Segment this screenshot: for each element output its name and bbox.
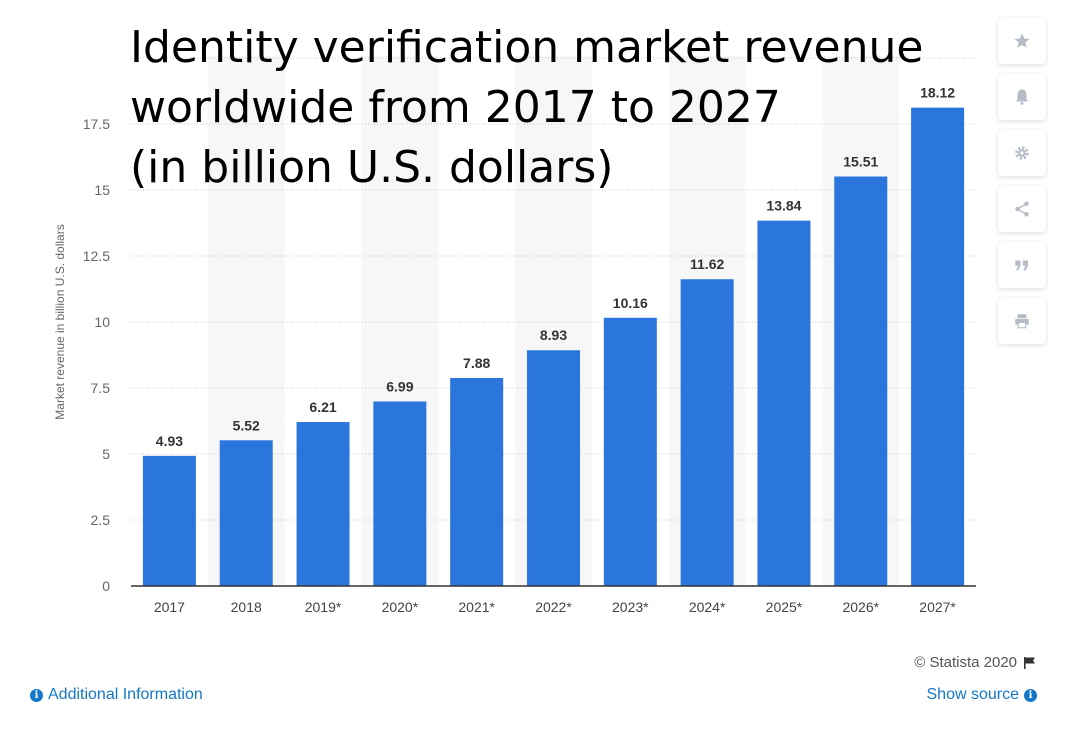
bar [603, 317, 657, 586]
x-tick-label: 2026* [842, 599, 879, 615]
bar-value-label: 18.12 [920, 85, 955, 101]
chart-title: Identity verification market revenue wor… [130, 22, 924, 193]
bar [911, 107, 965, 586]
share-icon [1015, 201, 1029, 217]
show-source-label: Show source [926, 686, 1020, 703]
bar [219, 440, 273, 586]
y-axis-label: Market revenue in billion U.S. dollars [53, 224, 67, 419]
bar-value-label: 7.88 [463, 355, 490, 371]
y-tick-label: 5 [102, 446, 110, 462]
x-tick-label: 2023* [612, 599, 649, 615]
x-tick-label: 2017 [154, 599, 185, 615]
bar [373, 401, 427, 586]
copyright: © Statista 2020 [914, 654, 1037, 671]
bar-value-label: 6.21 [309, 399, 336, 415]
x-tick-label: 2022* [535, 599, 572, 615]
bar-value-label: 5.52 [233, 417, 260, 433]
flag-icon[interactable] [1023, 656, 1037, 670]
x-tick-label: 2025* [766, 599, 803, 615]
bar-value-label: 6.99 [386, 378, 413, 394]
notification-button[interactable] [998, 74, 1046, 120]
y-tick-label: 17.5 [83, 116, 110, 132]
bar [757, 220, 811, 586]
show-source-link[interactable]: Show source i [926, 686, 1037, 704]
info-icon: i [1024, 688, 1037, 702]
bar [834, 176, 888, 586]
y-tick-label: 0 [102, 578, 110, 594]
gear-icon [1015, 146, 1029, 160]
bar-value-label: 8.93 [540, 327, 567, 343]
y-tick-label: 10 [94, 314, 110, 330]
bar-value-label: 13.84 [766, 198, 801, 214]
y-axis-ticks: 0 2.5 5 7.5 10 12.5 15 17.5 [83, 116, 110, 594]
quote-icon [1015, 260, 1028, 271]
cite-button[interactable] [998, 242, 1046, 288]
bell-icon [1016, 89, 1028, 105]
bar [526, 350, 581, 586]
y-tick-label: 12.5 [83, 248, 110, 264]
y-tick-label: 15 [94, 182, 110, 198]
x-tick-label: 2019* [305, 599, 342, 615]
x-tick-label: 2020* [382, 599, 419, 615]
bar-value-label: 4.93 [156, 433, 183, 449]
copyright-text: © Statista 2020 [914, 654, 1017, 671]
x-axis-ticks: 2017 2018 2019* 2020* 2021* 2022* 2023* 2024* 20… [154, 599, 957, 615]
settings-button[interactable] [998, 130, 1046, 176]
bars [142, 107, 965, 586]
side-toolbar [998, 18, 1048, 354]
y-tick-label: 2.5 [91, 512, 111, 528]
bar-value-label: 10.16 [613, 295, 648, 311]
additional-info-link[interactable]: i Additional Information [30, 686, 203, 704]
info-icon: i [30, 688, 43, 702]
bar-value-label: 15.51 [843, 154, 878, 170]
star-icon [1014, 33, 1030, 48]
x-tick-label: 2027* [919, 599, 956, 615]
y-tick-label: 7.5 [91, 380, 111, 396]
share-button[interactable] [998, 186, 1046, 232]
bar-value-label: 11.62 [690, 256, 724, 272]
bar [296, 422, 350, 586]
additional-info-label: Additional Information [48, 686, 203, 703]
favorite-button[interactable] [998, 18, 1046, 64]
data-labels: 4.93 5.52 6.21 6.99 7.88 8.93 10.16 11.62 13.84 1… [156, 85, 956, 449]
bar [680, 279, 734, 586]
bar [142, 455, 196, 586]
bar [450, 377, 504, 586]
x-tick-label: 2021* [458, 599, 495, 615]
x-tick-label: 2024* [689, 599, 726, 615]
print-icon [1015, 314, 1029, 329]
print-button[interactable] [998, 298, 1046, 344]
x-tick-label: 2018 [231, 599, 262, 615]
